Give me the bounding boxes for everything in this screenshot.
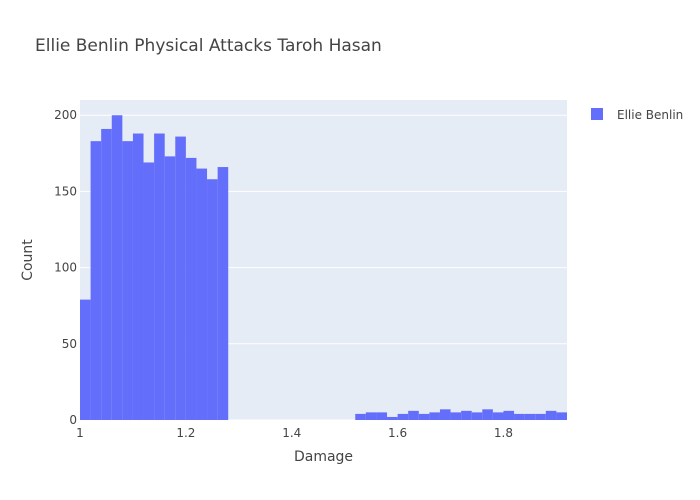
legend[interactable]: Ellie Benlin bbox=[591, 108, 683, 122]
x-tick-label: 1.4 bbox=[282, 426, 301, 440]
y-tick-label: 0 bbox=[69, 413, 77, 427]
histogram-bar[interactable] bbox=[535, 413, 546, 420]
y-tick-label: 150 bbox=[54, 184, 77, 198]
histogram-bar[interactable] bbox=[397, 413, 409, 420]
histogram-bar[interactable] bbox=[545, 410, 557, 420]
histogram-bar[interactable] bbox=[450, 412, 462, 420]
x-tick-labels: 1 1.2 1.4 1.6 1.8 bbox=[76, 426, 513, 440]
histogram-bar[interactable] bbox=[217, 167, 229, 420]
histogram-bar[interactable] bbox=[101, 128, 112, 420]
x-tick-label: 1 bbox=[76, 426, 84, 440]
chart-title: Ellie Benlin Physical Attacks Taroh Hasa… bbox=[35, 36, 382, 56]
histogram-bar[interactable] bbox=[132, 133, 144, 420]
histogram-bar[interactable] bbox=[503, 410, 515, 420]
x-axis-title: Damage bbox=[294, 449, 353, 465]
histogram-bar[interactable] bbox=[185, 157, 197, 420]
histogram-bar[interactable] bbox=[514, 413, 525, 420]
histogram-bar[interactable] bbox=[111, 115, 123, 420]
histogram-bar[interactable] bbox=[429, 412, 440, 420]
histogram-bar[interactable] bbox=[524, 413, 536, 420]
histogram-bar[interactable] bbox=[207, 179, 218, 420]
histogram-bar[interactable] bbox=[471, 412, 483, 420]
y-tick-label: 100 bbox=[54, 261, 77, 275]
histogram-bar[interactable] bbox=[556, 412, 567, 420]
histogram-bar[interactable] bbox=[80, 299, 91, 420]
y-tick-label: 200 bbox=[54, 108, 77, 122]
legend-label: Ellie Benlin bbox=[617, 108, 683, 122]
histogram-bar[interactable] bbox=[365, 412, 377, 420]
histogram-bar[interactable] bbox=[143, 162, 155, 420]
x-tick-label: 1.8 bbox=[494, 426, 513, 440]
histogram-bar[interactable] bbox=[175, 136, 186, 421]
y-tick-labels: 0 50 100 150 200 bbox=[54, 108, 77, 427]
histogram-bar[interactable] bbox=[154, 133, 165, 420]
y-tick-label: 50 bbox=[62, 337, 77, 351]
histogram-bar[interactable] bbox=[387, 416, 398, 420]
histogram-bar[interactable] bbox=[439, 409, 451, 420]
histogram-bar[interactable] bbox=[482, 409, 493, 420]
histogram-bar[interactable] bbox=[408, 410, 419, 420]
histogram-bar[interactable] bbox=[355, 413, 366, 420]
histogram-bar[interactable] bbox=[164, 156, 176, 420]
histogram-bar[interactable] bbox=[492, 412, 504, 420]
y-axis-title: Count bbox=[20, 239, 36, 281]
bars bbox=[80, 115, 567, 421]
histogram-bar[interactable] bbox=[196, 168, 208, 420]
legend-swatch bbox=[591, 108, 603, 120]
histogram-bar[interactable] bbox=[418, 413, 430, 420]
histogram-bar[interactable] bbox=[376, 412, 388, 420]
histogram-bar[interactable] bbox=[122, 141, 133, 420]
x-tick-label: 1.2 bbox=[176, 426, 195, 440]
x-tick-label: 1.6 bbox=[388, 426, 407, 440]
histogram-bar[interactable] bbox=[90, 141, 102, 420]
histogram-bar[interactable] bbox=[461, 410, 472, 420]
